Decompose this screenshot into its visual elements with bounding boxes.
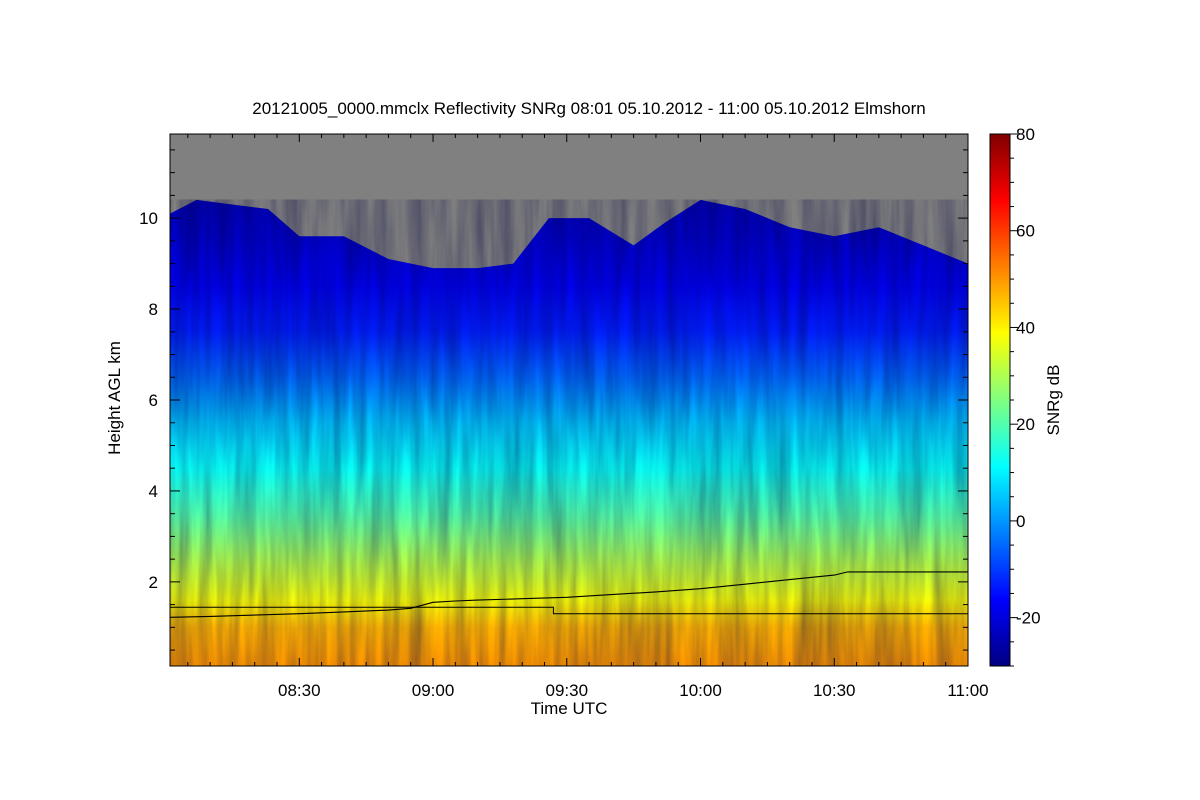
y-tick-label: 6 [149,391,158,410]
colorbar-tick-label: -20 [1016,609,1041,628]
y-tick-label: 2 [149,573,158,592]
x-axis-label: Time UTC [531,699,608,718]
chart-title: 20121005_0000.mmclx Reflectivity SNRg 08… [252,99,926,118]
colorbar-tick-label: 40 [1016,318,1035,337]
x-tick-label: 10:30 [813,681,856,700]
colorbar-label: SNRg dB [1044,365,1063,436]
colorbar-tick-label: 0 [1016,512,1025,531]
x-tick-label: 08:30 [278,681,321,700]
colorbar-tick-label: 20 [1016,415,1035,434]
echo-texture [170,199,968,666]
x-tick-label: 10:00 [679,681,722,700]
x-tick-label: 09:00 [412,681,455,700]
plot-area [170,134,968,666]
y-axis: 2 4 6 8 10 [139,149,968,651]
x-tick-label: 09:30 [545,681,588,700]
y-tick-label: 4 [149,482,158,501]
series-line-step [170,606,968,615]
colorbar-tick-label: 60 [1016,222,1035,241]
series-line-boundary-layer [170,571,968,618]
colorbar-axis: -20 0 20 40 60 80 [1010,125,1041,667]
colorbar [989,133,1011,667]
y-tick-label: 10 [139,209,158,228]
colorbar-tick-label: 80 [1016,125,1035,144]
y-tick-label: 8 [149,300,158,319]
x-tick-label: 11:00 [947,681,988,700]
y-axis-label: Height AGL km [105,341,124,455]
x-axis: 08:30 09:00 09:30 10:00 10:30 11:00 [187,134,989,700]
